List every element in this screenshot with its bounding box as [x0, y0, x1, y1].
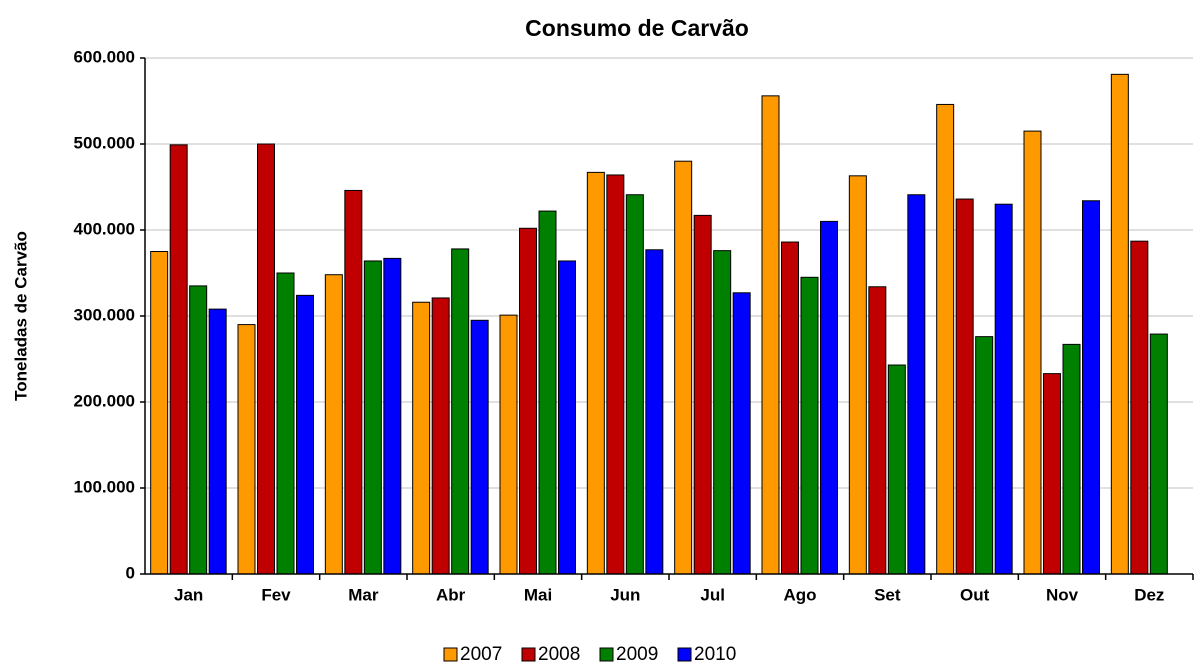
- bar: [887, 364, 906, 575]
- bar: [237, 324, 256, 575]
- bar: [470, 319, 489, 575]
- legend-swatch: [443, 647, 458, 662]
- x-tick-label: Jul: [700, 585, 725, 604]
- legend-swatch: [599, 647, 614, 662]
- bar: [868, 286, 887, 575]
- bar: [713, 250, 732, 575]
- bar: [150, 251, 169, 575]
- y-tick-label: 0: [126, 563, 135, 582]
- x-tick-label: Dez: [1134, 585, 1164, 604]
- x-tick-label: Mai: [524, 585, 552, 604]
- bar: [519, 227, 537, 575]
- bar: [907, 194, 926, 575]
- x-tick-label: Out: [960, 585, 990, 604]
- bar: [693, 214, 712, 575]
- legend-label: 2008: [538, 644, 580, 665]
- bar: [1023, 130, 1042, 575]
- bar: [781, 241, 799, 575]
- bar: [1110, 73, 1129, 575]
- bar: [936, 103, 955, 575]
- bar: [625, 194, 644, 575]
- bar: [1043, 373, 1061, 575]
- bar: [499, 314, 518, 575]
- bar: [800, 276, 819, 575]
- bar: [363, 260, 382, 575]
- legend-swatch: [521, 647, 536, 662]
- bar: [1062, 343, 1081, 575]
- bar: [1149, 333, 1168, 575]
- bar: [431, 297, 450, 575]
- y-tick-label: 300.000: [74, 305, 135, 324]
- bar: [994, 203, 1013, 575]
- x-tick-label: Jan: [174, 585, 203, 604]
- bar: [169, 144, 188, 575]
- x-tick-label: Nov: [1046, 585, 1079, 604]
- x-tick-label: Abr: [436, 585, 466, 604]
- bar: [848, 175, 867, 575]
- y-tick-label: 500.000: [74, 133, 135, 152]
- y-tick-label: 400.000: [74, 219, 135, 238]
- y-axis-label: Toneladas de Carvão: [11, 231, 30, 401]
- bar: [412, 301, 431, 575]
- bar: [189, 285, 208, 575]
- bar: [344, 189, 363, 575]
- legend-swatch: [677, 647, 692, 662]
- bar: [1082, 200, 1100, 575]
- x-tick-label: Ago: [783, 585, 816, 604]
- bar: [257, 143, 275, 575]
- bar: [383, 257, 402, 575]
- bar: [975, 336, 994, 575]
- bar: [586, 171, 605, 575]
- bar: [538, 210, 557, 575]
- y-tick-label: 200.000: [74, 391, 135, 410]
- bar: [296, 294, 314, 575]
- chart-title: Consumo de Carvão: [525, 15, 749, 41]
- x-tick-label: Mar: [348, 585, 379, 604]
- bar: [645, 249, 664, 575]
- bar: [324, 274, 343, 575]
- legend-label: 2009: [616, 644, 658, 665]
- legend-label: 2010: [694, 644, 736, 665]
- legend-label: 2007: [460, 644, 502, 665]
- bar: [606, 174, 625, 575]
- bar: [761, 95, 780, 575]
- y-tick-label: 100.000: [74, 477, 135, 496]
- x-tick-label: Jun: [610, 585, 640, 604]
- bar: [955, 198, 974, 575]
- bar: [732, 292, 751, 575]
- bar: [276, 272, 295, 575]
- x-tick-label: Set: [874, 585, 901, 604]
- y-tick-label: 600.000: [74, 47, 135, 66]
- bar: [451, 248, 470, 575]
- x-tick-label: Fev: [261, 585, 291, 604]
- bar: [1130, 240, 1149, 575]
- bar: [820, 220, 838, 575]
- bar: [558, 260, 576, 575]
- bar: [674, 160, 693, 575]
- bar: [208, 308, 227, 575]
